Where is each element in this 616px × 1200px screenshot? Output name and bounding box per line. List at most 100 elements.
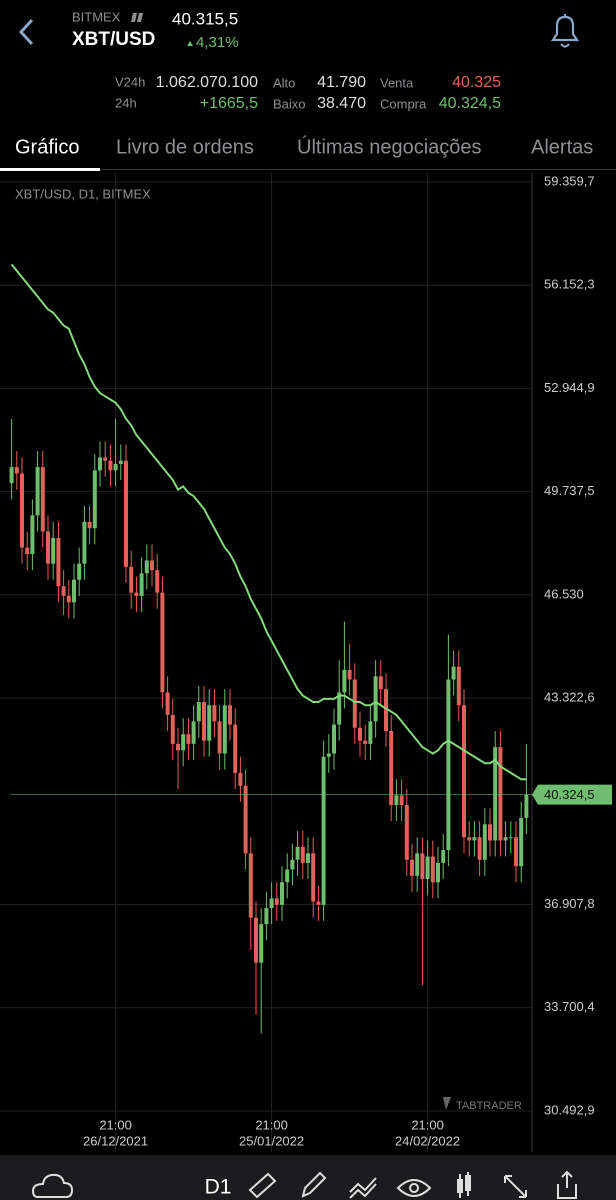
candle-body [254,917,258,963]
candle-body [337,692,342,725]
stat-value: 1.062.070.100 [156,74,258,91]
stat-value: 40.324,5 [439,95,501,112]
candle-body [92,470,97,529]
candle-body [498,747,503,841]
y-tick-label: 30.492,9 [544,1102,595,1117]
change: 4,31% [196,34,239,51]
candle-body [430,856,435,883]
candle-body [181,734,186,751]
exchange: BITMEX [72,9,121,24]
alert-bell[interactable] [550,14,580,48]
candle-body [30,515,35,555]
x-tick-label: 26/12/2021 [83,1133,148,1148]
candle-body [212,705,217,722]
tab[interactable]: Gráfico [15,136,79,158]
y-tick-label: 36.907,8 [544,896,595,911]
candle-body [196,702,201,722]
candle-body [72,579,76,603]
last-price-label: 40.324,5 [544,787,595,802]
candle-body [514,837,518,867]
candle-body [342,669,347,693]
tab-indicator [0,168,100,171]
candle-body [77,563,82,580]
candle-body [321,756,326,905]
candle-body [155,570,160,593]
pencil-button[interactable] [301,1171,327,1198]
candle-body [228,705,232,725]
candle-body [389,731,394,806]
candle-body [103,457,108,461]
tab[interactable]: Alertas [531,136,593,158]
candle-body [316,901,321,905]
stat-label: 24h [115,95,137,110]
candle-body [352,679,357,728]
x-tick-time: 21:00 [411,1117,444,1132]
candle-body [472,837,477,841]
candle-body [217,721,222,754]
candle-body [98,457,102,471]
candle-body [363,740,368,744]
candle-body [311,853,316,902]
candle-body [378,676,383,690]
indicators-button[interactable] [349,1177,377,1199]
y-tick-label: 56.152,3 [544,277,595,292]
up-arrow [187,41,193,46]
x-tick-label: 24/02/2022 [395,1133,460,1148]
chart: 59.359,7 56.152,3 52.944,9 49.737,5 46.530 43… [0,172,612,1152]
candle-body [25,547,30,555]
cloud-button[interactable] [31,1173,74,1198]
candles-button[interactable] [457,1172,471,1198]
candle-body [519,817,524,867]
stat-value: 38.470 [317,95,366,112]
candle-body [467,837,472,841]
candle-body [243,785,248,854]
candle-body [40,467,45,532]
candle-body [290,859,295,870]
candle-body [176,743,180,751]
stat-value: 40.325 [452,74,501,91]
expand-button[interactable] [504,1175,527,1198]
candle-body [160,592,165,693]
exchange-logo [131,13,143,22]
candle-body [347,669,352,680]
timeframe-button[interactable]: D1 [205,1176,232,1199]
candle-body [358,727,362,741]
candle-body [285,869,290,883]
candle-body [35,467,40,516]
share-button[interactable] [557,1170,577,1199]
candle-body [150,560,154,571]
candle-body [524,794,529,818]
candle-body [462,705,466,838]
candle-body [9,467,14,484]
candle-body [233,724,238,773]
candle-body [477,837,482,860]
x-tick-time: 21:00 [99,1117,132,1132]
candle-body [113,463,118,471]
candle-body [425,856,430,880]
candle-body [124,460,128,567]
candle-body [134,592,139,596]
y-tick-label: 46.530 [544,586,584,601]
back-button[interactable] [18,18,34,46]
candle-body [404,805,409,860]
candle-body [108,460,113,471]
candle-body [441,850,446,863]
candle-body [20,473,24,548]
ruler-button[interactable] [248,1172,277,1199]
candle-body [451,666,456,680]
candle-body [446,679,451,851]
pair: XBT/USD [72,29,155,50]
candle-body [66,595,71,603]
stat-value: 41.790 [317,74,366,91]
watermark-logo [443,1097,451,1110]
candle-body [482,824,487,860]
candle-body [222,705,227,754]
tab[interactable]: Últimas negociações [297,135,482,158]
candle-body [87,521,92,529]
tab[interactable]: Livro de ordens [116,136,254,158]
moving-average [10,263,527,781]
candle-body [368,721,373,744]
eye-button[interactable] [396,1179,432,1197]
